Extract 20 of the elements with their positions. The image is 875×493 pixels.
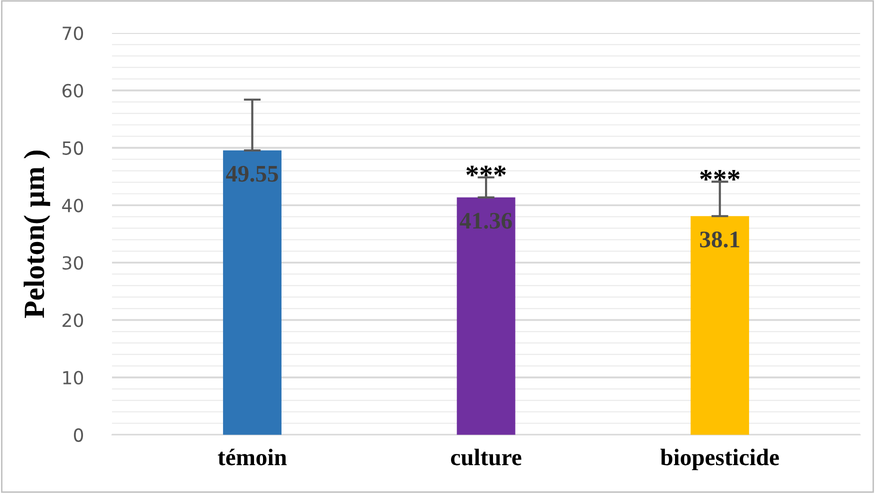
x-tick-label: biopesticide — [660, 448, 779, 470]
x-tick-label: culture — [451, 448, 522, 466]
data-label: 41.36 — [460, 212, 512, 229]
y-axis-title: Peloton( µm ) — [24, 150, 50, 318]
y-tick-label: 20 — [62, 313, 84, 328]
y-tick-label: 30 — [62, 256, 84, 270]
y-tick-label: 60 — [62, 84, 84, 98]
x-tick-label: témoin — [218, 448, 287, 466]
y-tick-label: 40 — [62, 198, 84, 212]
y-tick-label: 10 — [63, 370, 84, 385]
y-tick-label: 50 — [62, 141, 84, 155]
annotation: *** — [700, 170, 740, 181]
bar — [690, 216, 750, 435]
data-label: 49.55 — [226, 166, 278, 182]
y-tick-label: 0 — [74, 428, 84, 442]
data-label: 38.1 — [700, 232, 740, 248]
y-tick-label: 70 — [62, 26, 84, 40]
bar — [456, 197, 516, 435]
annotation: *** — [466, 166, 506, 176]
bar — [223, 150, 282, 435]
